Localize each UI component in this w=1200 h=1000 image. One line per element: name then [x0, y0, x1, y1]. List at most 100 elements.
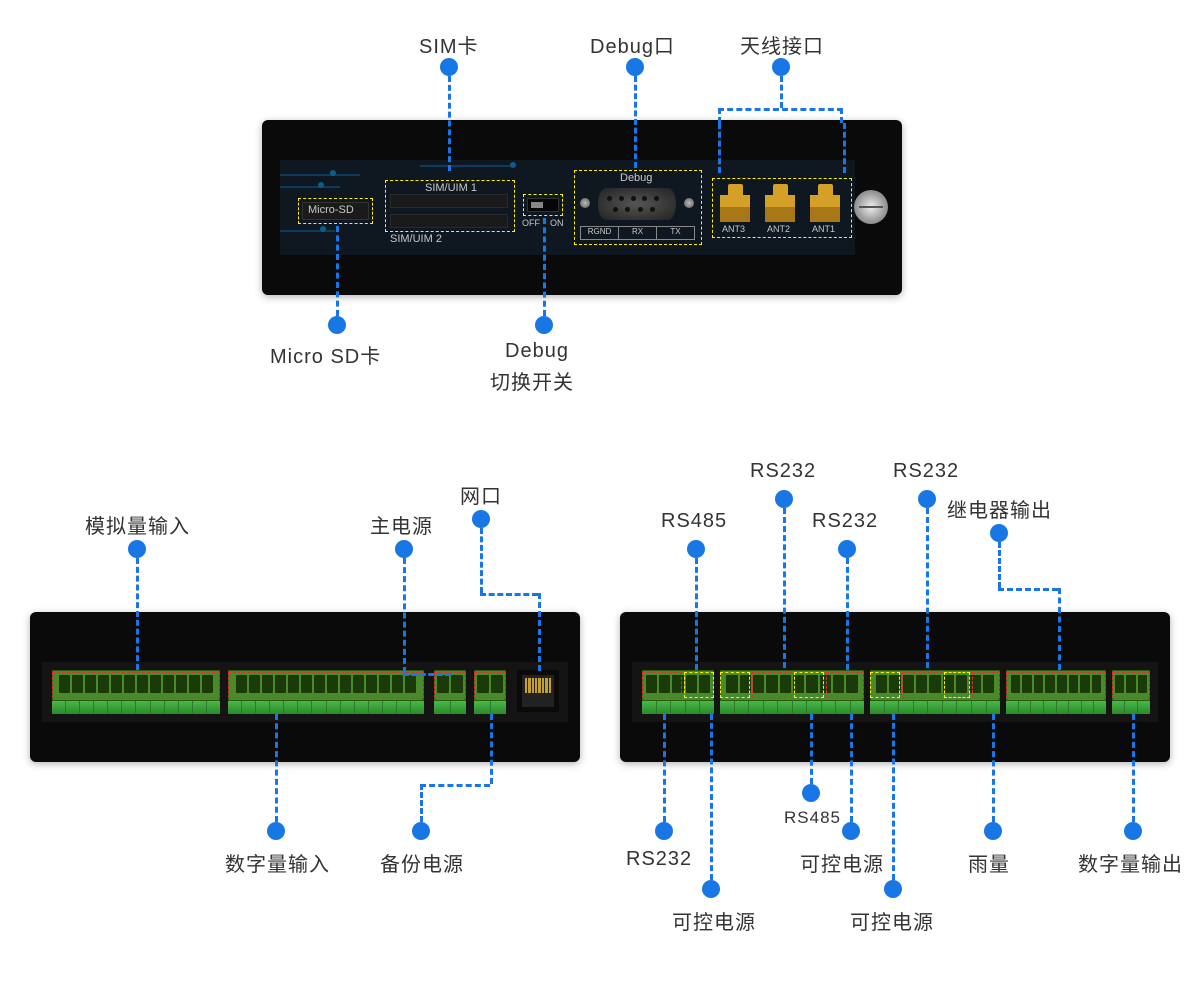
block-pins — [642, 701, 714, 714]
digitalin-leader — [275, 714, 278, 822]
mainpower-label: 主电源 — [370, 510, 433, 539]
rs485-top-label: RS485 — [661, 510, 727, 533]
relay-out-leader — [998, 542, 1001, 588]
rs232bot-leader — [663, 714, 666, 822]
r-yel-2 — [720, 672, 750, 698]
ctlpwr1-leader — [710, 714, 713, 880]
debugswitch-leader — [543, 218, 546, 316]
panel-screw — [854, 190, 888, 224]
rs485-top-dot — [687, 540, 705, 558]
digout-leader — [1132, 714, 1135, 822]
rs232-t2-label: RS232 — [812, 510, 878, 533]
digout-dot — [1124, 822, 1142, 840]
rs232-t3-label: RS232 — [893, 460, 959, 483]
block-pins — [228, 701, 424, 714]
backup-hleader — [420, 784, 490, 787]
r-yel-1 — [684, 672, 714, 698]
backup-dot — [412, 822, 430, 840]
digitalin-redbox — [228, 672, 424, 698]
ctlpwr3-dot — [884, 880, 902, 898]
rs232-t3-leader — [926, 508, 929, 668]
antenna-bracket-l — [718, 123, 721, 173]
rain-leader — [992, 714, 995, 822]
block-pins — [1006, 701, 1106, 714]
tx-cell: TX — [657, 227, 694, 239]
relay-out-hleader — [998, 588, 1058, 591]
sim1-label: SIM/UIM 1 — [425, 182, 477, 194]
netport-leader — [480, 528, 483, 593]
netport-dot — [472, 510, 490, 528]
ctlpwr1-label: 可控电源 — [672, 906, 756, 935]
backup-leader2 — [420, 784, 423, 822]
rs232bot-label: RS232 — [626, 848, 692, 871]
antenna-leader — [780, 76, 783, 108]
ant1-label: ANT1 — [812, 224, 835, 234]
ctlpwr3-leader — [892, 714, 895, 880]
digout-label: 数字量输出 — [1078, 848, 1183, 877]
rx-cell: RX — [619, 227, 657, 239]
ctlpwr2-dot — [842, 822, 860, 840]
backup-label: 备份电源 — [380, 848, 464, 877]
sim-slot-2 — [390, 214, 508, 228]
relay-out-dot — [990, 524, 1008, 542]
rain-dot — [984, 822, 1002, 840]
device-left-side — [30, 612, 580, 762]
rs232-t2-dot — [838, 540, 856, 558]
microsd-card-label: Micro SD卡 — [270, 340, 381, 369]
debugport-dot — [626, 58, 644, 76]
netport-leader2 — [538, 593, 541, 671]
debugswitch-label-1: Debug — [505, 340, 569, 363]
sim-label: SIM卡 — [419, 30, 479, 59]
ant2-connector — [765, 184, 795, 222]
r-red-5 — [972, 672, 1000, 698]
debugport-leader — [634, 76, 637, 168]
r-yel-5 — [944, 672, 970, 698]
rs485bot-dot — [802, 784, 820, 802]
rs485bot-label: RS485 — [784, 808, 841, 828]
block-pins — [870, 701, 1000, 714]
ant3-label: ANT3 — [722, 224, 745, 234]
backup-redbox — [474, 672, 506, 698]
r-red-7 — [1112, 672, 1150, 698]
r-yel-3 — [794, 672, 824, 698]
r-red-4 — [902, 672, 942, 698]
rgnd-cell: RGND — [581, 227, 619, 239]
on-label: ON — [550, 218, 564, 228]
antenna-bracket — [718, 108, 843, 123]
microsd-label: Micro-SD — [308, 204, 354, 216]
digitalin-label: 数字量输入 — [225, 848, 330, 877]
rs232bot-dot — [655, 822, 673, 840]
r-red-3 — [826, 672, 864, 698]
rain-label: 雨量 — [968, 848, 1010, 877]
antenna-dot — [772, 58, 790, 76]
r-red-1 — [642, 672, 682, 698]
ctlpwr1-dot — [702, 880, 720, 898]
digitalin-dot — [267, 822, 285, 840]
debugswitch-label-2: 切换开关 — [490, 366, 574, 395]
block-pins — [720, 701, 864, 714]
microsd-leader — [336, 226, 339, 316]
mainpower-hleader — [403, 673, 451, 676]
mainpower-leader — [403, 558, 406, 673]
antenna-label: 天线接口 — [740, 30, 824, 59]
netport-label: 网口 — [460, 480, 502, 509]
rgnd-box: RGND RX TX — [580, 226, 695, 240]
rs232-t1-dot — [775, 490, 793, 508]
microsd-dot — [328, 316, 346, 334]
block-pins — [52, 701, 220, 714]
block-pins — [1112, 701, 1150, 714]
front-panel: Micro-SD SIM/UIM 1 SIM/UIM 2 OFF ON Debu… — [280, 160, 855, 255]
relay-out-leader2 — [1058, 588, 1061, 670]
sim-leader — [448, 76, 451, 171]
block-pins — [474, 701, 506, 714]
ctlpwr2-leader — [850, 714, 853, 822]
antenna-bracket-r — [843, 123, 846, 173]
ant3-connector — [720, 184, 750, 222]
analog-in-label: 模拟量输入 — [85, 510, 190, 539]
backup-leader — [490, 714, 493, 784]
analog-in-dot — [128, 540, 146, 558]
netport-hleader — [480, 593, 538, 596]
db9-screw-left — [580, 198, 590, 208]
db9-port — [598, 188, 676, 220]
sim2-label: SIM/UIM 2 — [390, 233, 442, 245]
